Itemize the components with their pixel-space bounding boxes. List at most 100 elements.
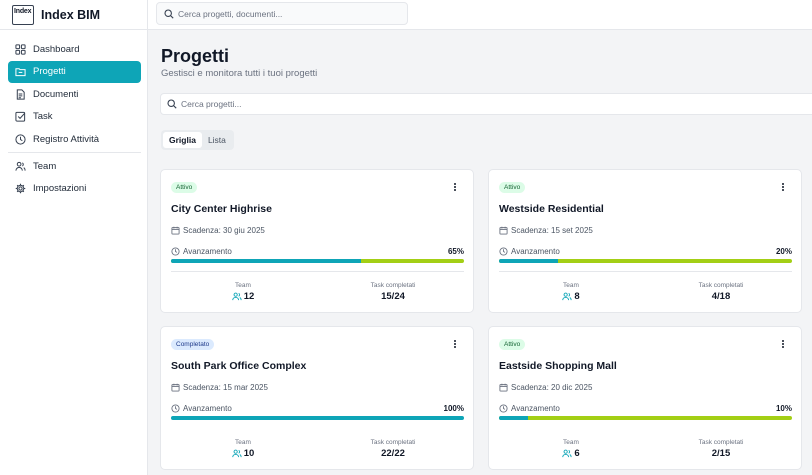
status-badge: Completato — [171, 339, 215, 350]
project-search[interactable] — [160, 93, 812, 115]
team-count: 12 — [223, 291, 263, 302]
sidebar-item-task[interactable]: Task — [8, 106, 141, 128]
gear-icon — [15, 183, 26, 194]
team-count: 8 — [551, 291, 591, 302]
team-stat: Team 12 — [223, 282, 263, 302]
search-icon — [164, 8, 174, 19]
team-count-value: 12 — [243, 291, 255, 302]
sidebar-item-label: Documenti — [33, 88, 79, 100]
more-options-button[interactable] — [779, 337, 787, 351]
team-stat-label: Team — [235, 439, 251, 446]
project-card[interactable]: Completato South Park Office Complex Sca… — [160, 326, 474, 470]
tab-griglia[interactable]: Griglia — [163, 132, 202, 148]
project-name: Westside Residential — [499, 203, 604, 215]
sidebar-item-impostazioni[interactable]: Impostazioni — [8, 178, 141, 200]
brand[interactable]: Index Index BIM — [0, 0, 147, 30]
progress-bar-fill — [171, 416, 464, 420]
app-name: Index BIM — [41, 7, 101, 22]
card-divider — [171, 271, 464, 272]
card-divider — [499, 271, 792, 272]
team-stat: Team 10 — [223, 439, 263, 459]
progress-bar-fill — [499, 416, 529, 420]
progress-bar-fill — [499, 259, 558, 263]
more-options-button[interactable] — [451, 180, 459, 194]
calendar-icon — [171, 226, 180, 235]
progress-percent: 20% — [775, 247, 792, 256]
deadline-text: Scadenza: 30 giu 2025 — [183, 226, 265, 235]
progress-percent: 10% — [775, 404, 792, 413]
tasks-stat-label: Task completati — [370, 282, 416, 289]
deadline-text: Scadenza: 15 mar 2025 — [183, 383, 268, 392]
tasks-count: 4/18 — [711, 291, 731, 302]
sidebar-item-label: Impostazioni — [33, 183, 87, 194]
app-logo: Index — [12, 4, 34, 25]
sidebar-item-label: Task — [33, 111, 53, 122]
sidebar-item-progetti[interactable]: Progetti — [8, 60, 141, 83]
progress-label-text: Avanzamento — [511, 404, 560, 413]
project-deadline: Scadenza: 20 dic 2025 — [499, 383, 592, 392]
more-options-button[interactable] — [779, 180, 787, 194]
sidebar-item-documenti[interactable]: Documenti — [8, 83, 141, 105]
check-square-icon — [15, 111, 26, 122]
top-bar — [148, 0, 812, 30]
calendar-icon — [499, 226, 508, 235]
progress-label: Avanzamento — [171, 247, 232, 256]
project-card[interactable]: Attivo Westside Residential Scadenza: 15… — [488, 169, 802, 313]
project-deadline: Scadenza: 15 set 2025 — [499, 226, 593, 235]
project-name: South Park Office Complex — [171, 360, 307, 372]
team-count-value: 6 — [574, 448, 580, 459]
users-icon — [232, 292, 242, 301]
progress-percent: 65% — [447, 247, 464, 256]
team-count-value: 8 — [574, 291, 580, 302]
status-badge: Attivo — [499, 339, 526, 350]
sidebar-item-dashboard[interactable]: Dashboard — [8, 38, 141, 60]
tasks-count: 2/15 — [711, 448, 731, 459]
project-search-input[interactable] — [181, 99, 812, 109]
page-subtitle: Gestisci e monitora tutti i tuoi progett… — [161, 68, 318, 79]
clock-icon — [15, 133, 26, 145]
tab-lista[interactable]: Lista — [207, 135, 226, 145]
clock-icon — [499, 404, 508, 413]
progress-bar — [171, 259, 464, 263]
sidebar-item-team[interactable]: Team — [8, 155, 141, 177]
sidebar-item-registro-attivita[interactable]: Registro Attività — [8, 128, 141, 150]
team-stat-label: Team — [235, 282, 251, 289]
progress-label: Avanzamento — [171, 404, 232, 413]
team-count: 6 — [551, 448, 591, 459]
sidebar-item-label: Dashboard — [33, 43, 80, 55]
team-stat-label: Team — [563, 282, 579, 289]
team-count: 10 — [223, 448, 263, 459]
tasks-count: 22/22 — [381, 448, 405, 459]
project-name: City Center Highrise — [171, 203, 272, 215]
progress-bar — [499, 416, 792, 420]
global-search[interactable] — [156, 2, 408, 25]
tasks-stat: Task completati 22/22 — [353, 439, 433, 459]
layout-grid-icon — [15, 43, 26, 55]
progress-label: Avanzamento — [499, 247, 560, 256]
project-name: Eastside Shopping Mall — [499, 360, 617, 372]
project-card[interactable]: Attivo City Center Highrise Scadenza: 30… — [160, 169, 474, 313]
team-stat: Team 6 — [551, 439, 591, 459]
progress-bar-fill — [171, 259, 362, 263]
progress-percent: 100% — [443, 404, 464, 413]
more-options-button[interactable] — [451, 337, 459, 351]
sidebar-item-label: Registro Attività — [33, 133, 99, 145]
page-title: Progetti — [161, 46, 230, 66]
tasks-count: 15/24 — [381, 291, 405, 302]
tasks-stat: Task completati 2/15 — [681, 439, 761, 459]
tasks-stat-label: Task completati — [698, 439, 744, 446]
global-search-input[interactable] — [178, 8, 407, 19]
sidebar: Index Index BIM Dashboard Progetti Docum… — [0, 0, 148, 475]
project-deadline: Scadenza: 15 mar 2025 — [171, 383, 268, 392]
progress-label-text: Avanzamento — [183, 404, 232, 413]
users-icon — [562, 449, 572, 458]
clock-icon — [171, 404, 180, 413]
tasks-stat-label: Task completati — [370, 439, 416, 446]
status-badge: Attivo — [499, 182, 526, 193]
team-stat: Team 8 — [551, 282, 591, 302]
project-card[interactable]: Attivo Eastside Shopping Mall Scadenza: … — [488, 326, 802, 470]
progress-label-text: Avanzamento — [183, 247, 232, 256]
sidebar-nav: Dashboard Progetti Documenti Task Regist… — [0, 30, 147, 200]
view-tabs: Griglia Lista — [161, 130, 234, 150]
users-icon — [232, 449, 242, 458]
